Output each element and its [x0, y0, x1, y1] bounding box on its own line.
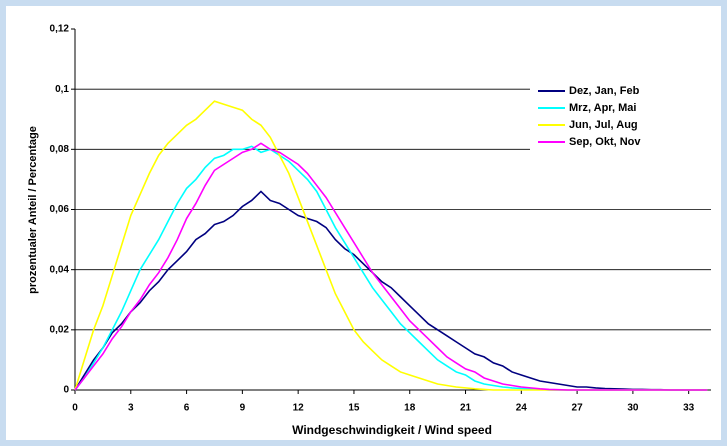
- y-tick-label: 0,06: [50, 204, 70, 215]
- x-tick-label: 15: [348, 403, 360, 414]
- y-tick-label: 0: [63, 385, 69, 396]
- x-axis-label: Windgeschwindigkeit / Wind speed: [292, 423, 492, 437]
- x-tick-label: 33: [683, 403, 695, 414]
- legend-label: Mrz, Apr, Mai: [569, 102, 636, 114]
- x-tick-label: 6: [184, 403, 190, 414]
- y-axis-label: prozentualer Anteil / Percentage: [27, 126, 39, 294]
- x-tick-label: 21: [460, 403, 472, 414]
- x-tick-label: 24: [516, 403, 528, 414]
- series-line: [74, 190, 708, 391]
- legend-label: Sep, Okt, Nov: [569, 136, 641, 148]
- y-tick-label: 0,08: [50, 144, 70, 155]
- series-line: [74, 142, 708, 391]
- x-tick-label: 12: [293, 403, 305, 414]
- legend-label: Jun, Jul, Aug: [569, 119, 638, 131]
- x-tick-label: 3: [128, 403, 134, 414]
- y-tick-label: 0,12: [50, 24, 70, 35]
- y-tick-label: 0,1: [55, 84, 69, 95]
- x-tick-label: 18: [404, 403, 416, 414]
- x-tick-label: 9: [240, 403, 246, 414]
- x-tick-label: 27: [572, 403, 584, 414]
- legend-label: Dez, Jan, Feb: [569, 85, 640, 97]
- x-tick-label: 30: [627, 403, 639, 414]
- y-tick-label: 0,02: [50, 324, 70, 335]
- chart-panel: [6, 6, 721, 440]
- x-tick-label: 0: [72, 403, 78, 414]
- y-tick-label: 0,04: [50, 264, 70, 275]
